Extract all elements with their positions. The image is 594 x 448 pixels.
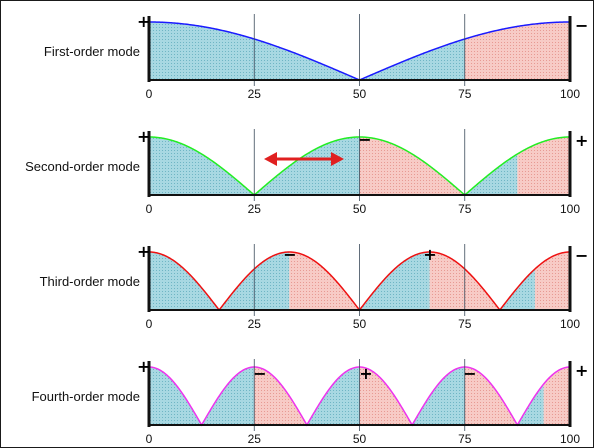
double-headed-arrow [264,152,344,166]
right-sign: − [575,16,588,35]
tick-label: 50 [353,432,367,446]
left-sign: + [137,127,150,146]
lobe-sign: − [253,364,266,383]
tick-label: 50 [353,202,367,216]
tick-label: 75 [458,432,472,446]
tick-label: 100 [560,202,580,216]
tick-label: 75 [458,202,472,216]
left-sign: + [137,357,150,376]
lobe-fill-negative [254,367,307,425]
tick-label: 75 [458,317,472,331]
lobe-fill-negative [359,367,413,425]
panel-3: 0 25 50 75 100 Third-order mode + − − + [40,242,589,331]
tick-label: 25 [248,202,262,216]
panels-group: 0 25 50 75 100 First-order mode + − 0 25 50 75 100 Se… [25,12,588,446]
mode-label: Second-order mode [25,159,140,174]
left-sign: + [137,242,150,261]
lobe-fill-negative [543,367,570,425]
tick-label: 0 [146,432,153,446]
left-sign: + [137,12,150,31]
lobe-fill-negative [359,137,465,195]
lobe-sign: + [423,245,436,264]
lobe-fill-positive [306,367,360,425]
right-sign: + [575,131,588,150]
right-sign: − [575,246,588,265]
tick-label: 100 [560,317,580,331]
tick-label: 100 [560,432,580,446]
lobe-fill-negative [534,252,570,310]
lobe-sign: + [359,364,372,383]
lobe-fill-negative [464,22,570,80]
lobe-fill-negative [464,367,518,425]
right-sign: + [575,361,588,380]
lobe-sign: − [463,364,476,383]
lobe-fill-negative [517,137,570,195]
lobe-fill-positive [412,367,465,425]
arrow-head-right [331,152,344,166]
tick-label: 100 [560,87,580,101]
tick-label: 0 [146,202,153,216]
lobe-fill-positive [359,252,430,310]
tick-label: 25 [248,317,262,331]
lobe-fill-positive [254,137,360,195]
tick-label: 25 [248,432,262,446]
lobe-sign: − [358,130,371,149]
lobe-fill-positive [149,137,255,195]
lobe-fill-positive [201,367,255,425]
tick-label: 0 [146,87,153,101]
mode-label: First-order mode [44,44,140,59]
lobe-fill-positive [359,38,465,80]
tick-label: 50 [353,87,367,101]
panel-4: 0 25 50 75 100 Fourth-order mode + + − + − [32,357,589,446]
mode-label: Third-order mode [40,274,140,289]
tick-label: 50 [353,317,367,331]
panel-1: 0 25 50 75 100 First-order mode + − [44,12,588,101]
lobe-fill-positive [149,252,220,310]
panel-2: 0 25 50 75 100 Second-order mode + + − [25,127,588,216]
tick-label: 75 [458,87,472,101]
tick-label: 25 [248,87,262,101]
lobe-fill-positive [149,367,202,425]
lobe-fill-negative [289,252,360,310]
tick-label: 0 [146,317,153,331]
arrow-head-left [264,152,277,166]
lobe-sign: − [283,245,296,264]
mode-label: Fourth-order mode [32,389,140,404]
lobe-fill-positive [464,153,518,195]
